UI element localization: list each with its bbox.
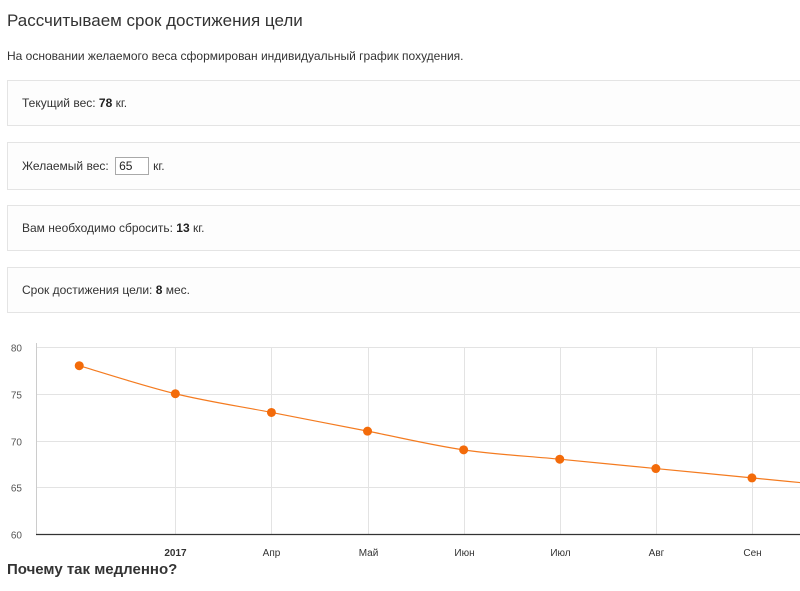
- weight-loss-chart: 60 65 70 75 80 2017 Апр Май Июн Июл Авг Сен: [11, 343, 800, 559]
- x-tick-label: 2017: [164, 548, 187, 559]
- desired-weight-input[interactable]: [115, 157, 150, 175]
- goal-term-value: 8: [155, 283, 163, 297]
- current-weight-value: 78: [98, 96, 113, 110]
- desired-weight-label: Желаемый вес:: [22, 159, 113, 173]
- desired-weight-panel: Желаемый вес: кг.: [7, 142, 800, 190]
- y-tick-label: 80: [11, 344, 23, 355]
- weight-to-lose-value: 13: [176, 221, 190, 235]
- data-point: [74, 361, 84, 371]
- desired-weight-unit: кг.: [153, 159, 165, 173]
- goal-term-panel: Срок достижения цели: 8 мес.: [7, 267, 800, 313]
- data-point: [170, 389, 180, 399]
- chart-axes: 60 65 70 75 80 2017 Апр Май Июн Июл Авг Сен: [11, 343, 800, 559]
- data-point: [651, 464, 661, 474]
- weight-to-lose-panel: Вам необходимо сбросить: 13 кг.: [7, 205, 800, 251]
- x-tick-label: Июн: [454, 548, 474, 559]
- y-tick-label: 70: [11, 438, 23, 449]
- weight-to-lose-unit: кг.: [189, 221, 205, 235]
- y-tick-label: 75: [11, 391, 23, 402]
- x-tick-label: Авг: [649, 548, 665, 559]
- page-title: Рассчитываем срок достижения цели: [7, 11, 303, 30]
- goal-term-label: Срок достижения цели:: [22, 283, 156, 297]
- x-tick-label: Сен: [743, 548, 761, 559]
- data-point: [747, 473, 757, 483]
- series-line: [79, 365, 800, 484]
- x-tick-label: Апр: [263, 548, 281, 559]
- chart-grid: [36, 347, 800, 535]
- goal-term-unit: мес.: [162, 283, 191, 297]
- intro-text: На основании желаемого веса сформирован …: [7, 49, 464, 63]
- x-tick-label: Июл: [550, 548, 570, 559]
- chart-series: [74, 361, 800, 484]
- data-point: [363, 426, 373, 436]
- current-weight-label: Текущий вес:: [22, 96, 99, 110]
- y-tick-label: 65: [11, 484, 23, 495]
- weight-to-lose-label: Вам необходимо сбросить:: [22, 221, 177, 235]
- data-point: [459, 445, 469, 455]
- data-point: [266, 407, 276, 417]
- why-slow-heading: Почему так медленно?: [7, 561, 178, 578]
- data-point: [555, 454, 565, 464]
- x-tick-label: Май: [359, 548, 379, 559]
- current-weight-panel: Текущий вес: 78 кг.: [7, 80, 800, 126]
- y-tick-label: 60: [11, 531, 23, 542]
- current-weight-unit: кг.: [112, 96, 128, 110]
